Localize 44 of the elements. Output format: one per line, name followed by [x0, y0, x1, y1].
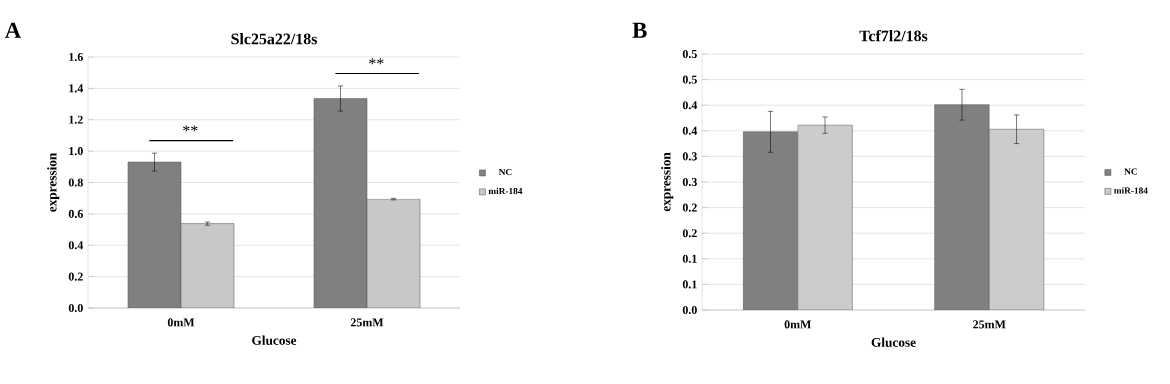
bar: [180, 223, 235, 308]
x-tick-label: 25mM: [973, 320, 1006, 329]
y-tick-label: 0.3: [682, 177, 697, 187]
y-tick-label: 0.6: [68, 209, 83, 218]
chart-title: Tcf7l2/18s: [859, 29, 928, 42]
chart-title: Slc25a22/18s: [231, 33, 318, 45]
annotation: **: [183, 125, 198, 132]
y-tick-label: 0.5: [682, 75, 697, 84]
legend-label: NC: [498, 168, 512, 176]
y-axis-title: expression: [661, 152, 674, 212]
bar: [742, 131, 799, 310]
y-tick-label: 0.2: [682, 203, 697, 212]
y-tick-label: 0.2: [682, 229, 697, 238]
annotation: **: [369, 58, 384, 65]
y-tick-label: 0.1: [682, 254, 697, 263]
bar: [366, 198, 421, 308]
y-tick-label: 0.4: [68, 241, 84, 250]
x-axis-title: Glucose: [252, 335, 297, 345]
y-tick-label: 0.4: [682, 101, 698, 110]
legend-label: miR-184: [488, 187, 523, 195]
y-tick-label: 0.8: [68, 178, 83, 187]
y-tick-label: 1.4: [69, 84, 84, 93]
text: B: [632, 22, 647, 38]
y-tick-label: 0.5: [682, 49, 697, 59]
x-tick-label: 25mM: [350, 318, 384, 327]
y-tick-label: 0.3: [682, 152, 697, 161]
y-tick-label: 0.1: [682, 280, 697, 289]
y-axis-title: expression: [47, 152, 60, 212]
legend-label: NC: [1124, 168, 1137, 175]
bar: [313, 98, 368, 308]
bar: [934, 104, 990, 310]
x-tick-label: 0mM: [167, 318, 195, 327]
x-tick-label: 0mM: [784, 320, 812, 329]
y-tick-label: 1.6: [69, 52, 83, 62]
x-axis-title: Glucose: [871, 337, 916, 347]
y-tick-label: 1.0: [69, 147, 83, 156]
bar: [127, 161, 182, 308]
legend-label: miR-184: [1114, 187, 1148, 194]
y-tick-label: 1.2: [69, 115, 83, 124]
y-tick-label: 0.4: [682, 126, 698, 135]
text: A: [4, 22, 22, 38]
y-tick-label: 0.2: [68, 272, 83, 281]
y-tick-label: 0.0: [682, 305, 697, 315]
y-tick-label: 0.0: [68, 303, 83, 313]
